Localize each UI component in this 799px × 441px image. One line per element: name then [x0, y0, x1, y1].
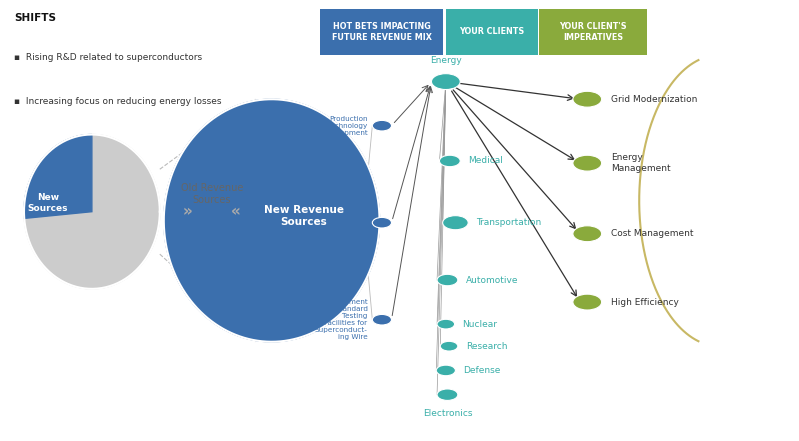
- Text: Defense: Defense: [463, 366, 501, 375]
- Circle shape: [437, 274, 458, 286]
- Text: Production
Technology
Development: Production Technology Development: [319, 116, 368, 136]
- Text: ▪  Rising R&D related to superconductors: ▪ Rising R&D related to superconductors: [14, 53, 202, 62]
- Text: Transportation: Transportation: [476, 218, 542, 227]
- Text: New
Sources: New Sources: [28, 193, 68, 213]
- Text: Electronics: Electronics: [423, 409, 472, 418]
- Text: »: »: [183, 204, 193, 219]
- Circle shape: [436, 365, 455, 376]
- Circle shape: [437, 389, 458, 400]
- Polygon shape: [164, 99, 380, 342]
- Circle shape: [431, 74, 460, 90]
- Circle shape: [573, 294, 602, 310]
- Text: Research: Research: [466, 342, 507, 351]
- Text: Medical: Medical: [468, 157, 503, 165]
- Text: Generation 2
and 3 HTS Wire
Development: Generation 2 and 3 HTS Wire Development: [312, 213, 368, 233]
- Text: Cost Management: Cost Management: [611, 229, 694, 238]
- Text: Old Revenue
Sources: Old Revenue Sources: [181, 183, 243, 205]
- Circle shape: [573, 91, 602, 107]
- Text: HOT BETS IMPACTING
FUTURE REVENUE MIX: HOT BETS IMPACTING FUTURE REVENUE MIX: [332, 22, 431, 42]
- FancyBboxPatch shape: [446, 9, 538, 55]
- Text: YOUR CLIENT'S
IMPERATIVES: YOUR CLIENT'S IMPERATIVES: [559, 22, 627, 42]
- Polygon shape: [24, 135, 160, 289]
- Circle shape: [439, 155, 460, 167]
- Text: New Revenue
Sources: New Revenue Sources: [264, 206, 344, 227]
- Text: High Efficiency: High Efficiency: [611, 298, 679, 306]
- Text: Energy
Management: Energy Management: [611, 153, 671, 173]
- Circle shape: [372, 314, 392, 325]
- FancyBboxPatch shape: [320, 9, 443, 55]
- Text: «: «: [231, 204, 240, 219]
- Text: Automotive: Automotive: [466, 276, 519, 284]
- FancyBboxPatch shape: [539, 9, 647, 55]
- Polygon shape: [24, 135, 92, 218]
- Circle shape: [573, 226, 602, 242]
- Circle shape: [372, 217, 392, 228]
- Text: Development
of Standard
Testing
Facilities for
Superconduct-
ing Wire: Development of Standard Testing Faciliti…: [315, 299, 368, 340]
- Text: Grid Modernization: Grid Modernization: [611, 95, 698, 104]
- Text: Nuclear: Nuclear: [463, 320, 498, 329]
- Circle shape: [573, 155, 602, 171]
- Text: YOUR CLIENTS: YOUR CLIENTS: [459, 27, 524, 37]
- Polygon shape: [164, 99, 380, 342]
- Text: SHIFTS: SHIFTS: [14, 13, 57, 23]
- Circle shape: [437, 319, 455, 329]
- Text: ▪  Increasing focus on reducing energy losses: ▪ Increasing focus on reducing energy lo…: [14, 97, 222, 106]
- Circle shape: [372, 120, 392, 131]
- Circle shape: [443, 216, 468, 230]
- Text: Energy: Energy: [430, 56, 462, 65]
- Circle shape: [440, 341, 458, 351]
